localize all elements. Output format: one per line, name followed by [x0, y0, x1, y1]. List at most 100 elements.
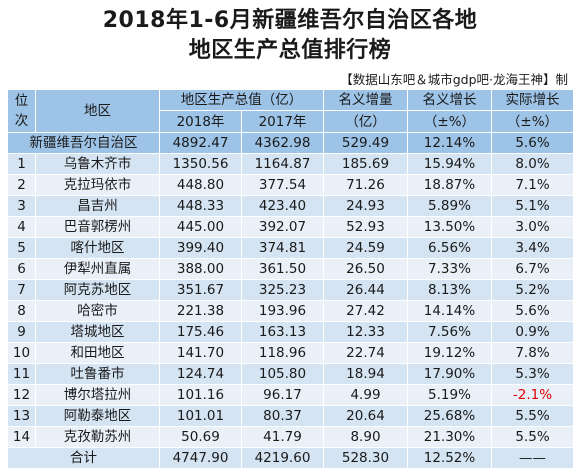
header-nominal-increase: 名义增量	[323, 89, 408, 111]
gdp2018-cell: 175.46	[159, 321, 242, 343]
real-growth-cell: 3.4%	[491, 237, 574, 259]
rank-cell: 10	[7, 342, 36, 364]
real-growth-cell: -2.1%	[491, 384, 574, 406]
gdp2018-cell: 50.69	[159, 426, 242, 448]
gdp2017-cell: 193.96	[241, 300, 324, 322]
region-cell: 乌鲁木齐市	[35, 153, 160, 175]
nominal-growth-cell: 5.89%	[407, 195, 492, 217]
real-growth-cell: 7.1%	[491, 174, 574, 196]
rank-cell: 11	[7, 363, 36, 385]
increase-cell: 4.99	[323, 384, 408, 406]
table-row: 4 巴音郭楞州 445.00 392.07 52.93 13.50% 3.0%	[7, 216, 574, 238]
nominal-growth-cell: 7.56%	[407, 321, 492, 343]
header-region: 地区	[35, 89, 160, 133]
gdp2017-cell: 96.17	[241, 384, 324, 406]
real-growth-cell: 5.3%	[491, 363, 574, 385]
header-gdp-group: 地区生产总值（亿）	[159, 89, 324, 111]
increase-cell: 71.26	[323, 174, 408, 196]
rank-cell: 14	[7, 426, 36, 448]
gdp2017-cell: 361.50	[241, 258, 324, 280]
region-cell: 克孜勒苏州	[35, 426, 160, 448]
region-cell: 阿克苏地区	[35, 279, 160, 301]
sum-increase: 528.30	[323, 447, 408, 469]
rank-cell: 3	[7, 195, 36, 217]
gdp2018-cell: 445.00	[159, 216, 242, 238]
header-rank: 位 次	[7, 89, 36, 133]
table-row: 6 伊犁州直属 388.00 361.50 26.50 7.33% 6.7%	[7, 258, 574, 280]
table-row: 1 乌鲁木齐市 1350.56 1164.87 185.69 15.94% 8.0%	[7, 153, 574, 175]
nominal-growth-cell: 25.68%	[407, 405, 492, 427]
increase-cell: 26.44	[323, 279, 408, 301]
real-growth-cell: 7.8%	[491, 342, 574, 364]
gdp2017-cell: 41.79	[241, 426, 324, 448]
table-row: 7 阿克苏地区 351.67 325.23 26.44 8.13% 5.2%	[7, 279, 574, 301]
gdp2017-cell: 377.54	[241, 174, 324, 196]
table-row: 5 喀什地区 399.40 374.81 24.59 6.56% 3.4%	[7, 237, 574, 259]
table-row: 14 克孜勒苏州 50.69 41.79 8.90 21.30% 5.5%	[7, 426, 574, 448]
gdp2018-cell: 351.67	[159, 279, 242, 301]
gdp-ranking-table: 位 次 地区 地区生产总值（亿） 名义增量 名义增长 实际增长 2018年 20…	[7, 89, 574, 469]
table-row: 3 昌吉州 448.33 423.40 24.93 5.89% 5.1%	[7, 195, 574, 217]
table-row: 9 塔城地区 175.46 163.13 12.33 7.56% 0.9%	[7, 321, 574, 343]
gdp2017-cell: 1164.87	[241, 153, 324, 175]
header-rank-line1: 位	[14, 93, 29, 109]
gdp2017-cell: 374.81	[241, 237, 324, 259]
increase-cell: 185.69	[323, 153, 408, 175]
sum-row: 合计 4747.90 4219.60 528.30 12.52% ——	[7, 447, 574, 469]
region-cell: 喀什地区	[35, 237, 160, 259]
header-2017: 2017年	[241, 110, 324, 133]
real-growth-cell: 0.9%	[491, 321, 574, 343]
gdp2017-cell: 80.37	[241, 405, 324, 427]
page-title-line2: 地区生产总值排行榜	[188, 38, 392, 63]
gdp2017-cell: 423.40	[241, 195, 324, 217]
header-nominal-growth: 名义增长	[407, 89, 492, 111]
gdp2018-cell: 124.74	[159, 363, 242, 385]
increase-cell: 26.50	[323, 258, 408, 280]
sum-2018: 4747.90	[159, 447, 242, 469]
region-cell: 巴音郭楞州	[35, 216, 160, 238]
real-growth-cell: 6.7%	[491, 258, 574, 280]
rank-cell: 12	[7, 384, 36, 406]
gdp2017-cell: 105.80	[241, 363, 324, 385]
gdp2017-cell: 118.96	[241, 342, 324, 364]
real-growth-cell: 5.5%	[491, 405, 574, 427]
region-total-row: 新疆维吾尔自治区 4892.47 4362.98 529.49 12.14% 5…	[7, 132, 574, 154]
increase-cell: 8.90	[323, 426, 408, 448]
table-row: 8 哈密市 221.38 193.96 27.42 14.14% 5.6%	[7, 300, 574, 322]
table-row: 13 阿勒泰地区 101.01 80.37 20.64 25.68% 5.5%	[7, 405, 574, 427]
table-row: 10 和田地区 141.70 118.96 22.74 19.12% 7.8%	[7, 342, 574, 364]
increase-cell: 18.94	[323, 363, 408, 385]
real-growth-cell: 5.5%	[491, 426, 574, 448]
gdp2018-cell: 388.00	[159, 258, 242, 280]
data-source: 【数据山东吧＆城市gdp吧·龙海王神】制	[340, 72, 568, 87]
gdp2018-cell: 141.70	[159, 342, 242, 364]
gdp2017-cell: 392.07	[241, 216, 324, 238]
region-cell: 昌吉州	[35, 195, 160, 217]
header-rank-line2: 次	[14, 113, 29, 129]
rank-cell: 2	[7, 174, 36, 196]
gdp2017-cell: 325.23	[241, 279, 324, 301]
region-cell: 哈密市	[35, 300, 160, 322]
increase-cell: 12.33	[323, 321, 408, 343]
region-cell: 塔城地区	[35, 321, 160, 343]
nominal-growth-cell: 18.87%	[407, 174, 492, 196]
sum-label: 合计	[7, 447, 160, 469]
region-cell: 克拉玛依市	[35, 174, 160, 196]
header-real-growth-unit: （±%）	[491, 110, 574, 133]
region-total-2017: 4362.98	[241, 132, 324, 154]
region-total-2018: 4892.47	[159, 132, 242, 154]
nominal-growth-cell: 21.30%	[407, 426, 492, 448]
sum-2017: 4219.60	[241, 447, 324, 469]
nominal-growth-cell: 15.94%	[407, 153, 492, 175]
rank-cell: 9	[7, 321, 36, 343]
sum-real: ——	[491, 447, 574, 469]
gdp2018-cell: 221.38	[159, 300, 242, 322]
real-growth-cell: 5.6%	[491, 300, 574, 322]
region-cell: 吐鲁番市	[35, 363, 160, 385]
increase-cell: 20.64	[323, 405, 408, 427]
nominal-growth-cell: 7.33%	[407, 258, 492, 280]
table-row: 12 博尔塔拉州 101.16 96.17 4.99 5.19% -2.1%	[7, 384, 574, 406]
nominal-growth-cell: 13.50%	[407, 216, 492, 238]
region-cell: 伊犁州直属	[35, 258, 160, 280]
rank-cell: 13	[7, 405, 36, 427]
